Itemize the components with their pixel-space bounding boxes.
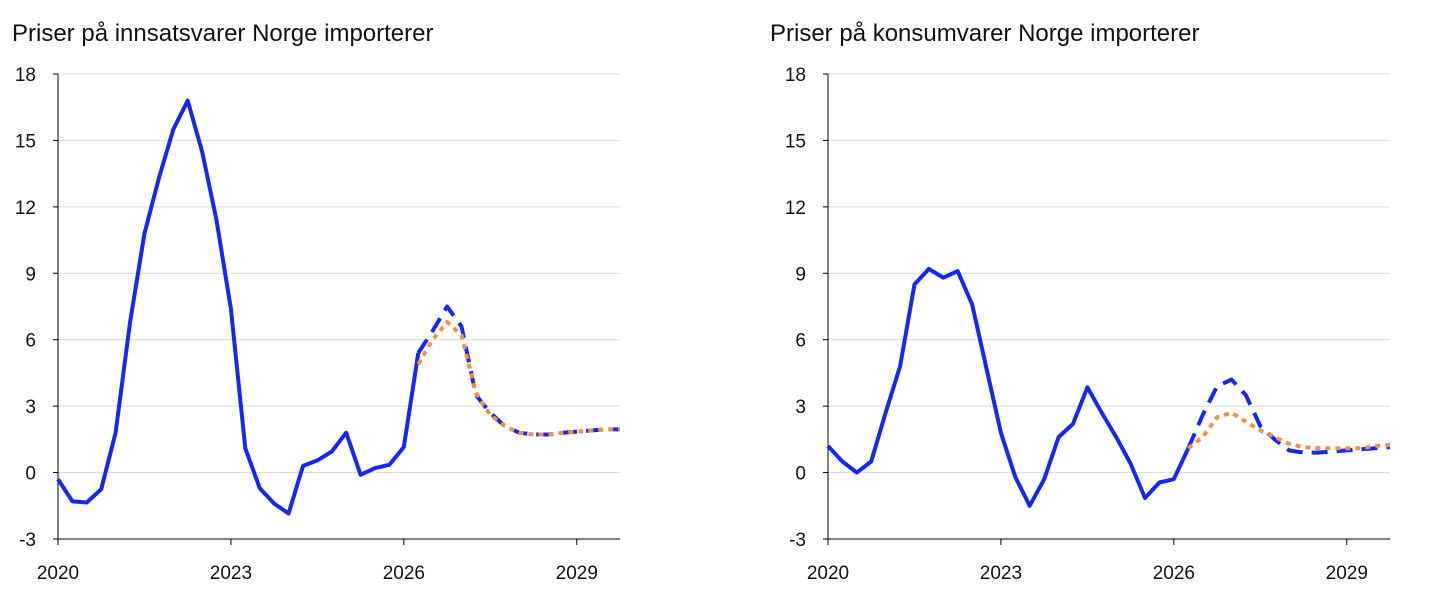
chart-panel-consumer-goods: Priser på konsumvarer Norge importerer -… xyxy=(720,0,1420,596)
y-tick-label: 6 xyxy=(25,331,36,352)
chart-title: Priser på innsatsvarer Norge importerer xyxy=(12,20,434,47)
x-tick-label: 2026 xyxy=(383,563,425,584)
chart-panel-input-goods: Priser på innsatsvarer Norge importerer … xyxy=(0,0,700,596)
y-tick-label: 15 xyxy=(15,131,36,152)
x-tick-label: 2029 xyxy=(556,563,598,584)
x-tick-label: 2020 xyxy=(37,563,79,584)
y-tick-label: -3 xyxy=(19,530,36,551)
y-tick-label: 0 xyxy=(25,464,36,485)
y-tick-label: 0 xyxy=(795,464,806,485)
series-line-solid xyxy=(56,98,421,516)
series-line-dotted xyxy=(1187,410,1391,451)
series-line-dashed xyxy=(1186,377,1391,455)
series-line-solid xyxy=(826,266,1191,508)
y-tick-label: 6 xyxy=(795,331,806,352)
y-tick-label: 18 xyxy=(785,65,806,86)
x-tick-label: 2023 xyxy=(210,563,252,584)
y-tick-label: 9 xyxy=(25,264,36,285)
y-tick-label: -3 xyxy=(789,530,806,551)
line-chart-consumer-goods: -3 0 3 6 9 12 15 18 2020 2023 2026 2029 xyxy=(785,65,1391,584)
y-tick-label: 15 xyxy=(785,131,806,152)
y-tick-label: 12 xyxy=(15,198,36,219)
line-chart-input-goods: -3 0 3 6 9 12 15 18 2020 2023 2026 2029 xyxy=(15,65,620,584)
x-tick-label: 2026 xyxy=(1153,563,1195,584)
y-tick-label: 9 xyxy=(795,264,806,285)
x-tick-label: 2020 xyxy=(807,563,849,584)
y-tick-label: 3 xyxy=(25,397,36,418)
y-tick-label: 3 xyxy=(795,397,806,418)
x-tick-label: 2023 xyxy=(980,563,1022,584)
chart-title: Priser på konsumvarer Norge importerer xyxy=(770,20,1200,47)
x-tick-label: 2029 xyxy=(1326,563,1368,584)
series-line-dotted xyxy=(416,320,620,437)
y-tick-label: 12 xyxy=(785,198,806,219)
y-tick-label: 18 xyxy=(15,65,36,86)
